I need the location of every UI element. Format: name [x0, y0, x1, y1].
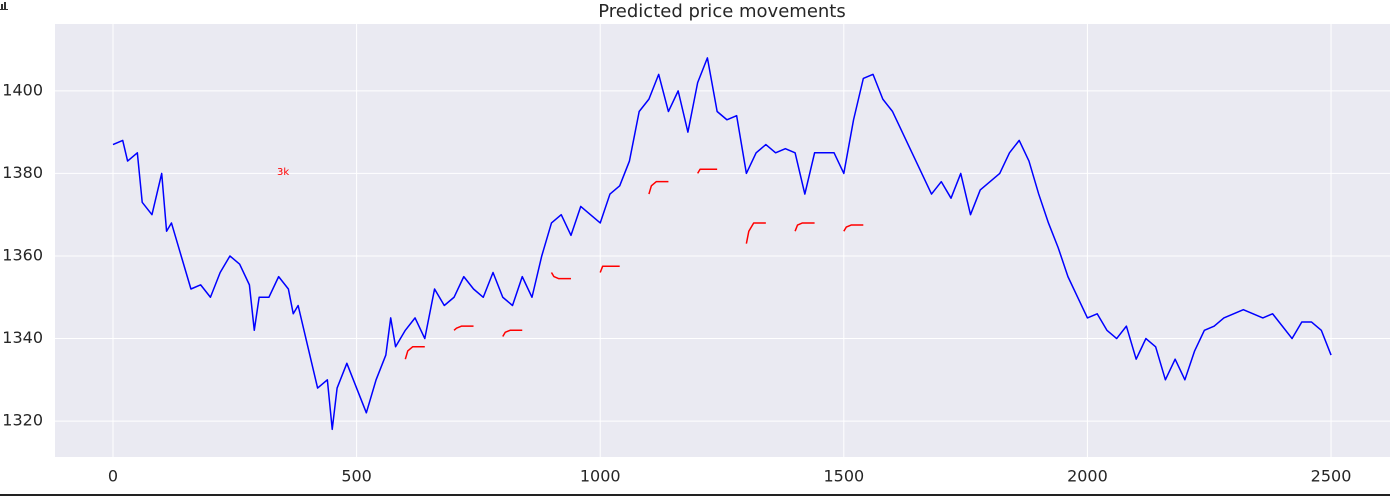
chart-title: Predicted price movements [598, 1, 845, 22]
series-line [697, 168, 718, 174]
series-line [843, 224, 864, 232]
series-line [794, 222, 815, 232]
x-tick-label: 0 [108, 467, 118, 486]
x-tick-label: 500 [341, 467, 372, 486]
y-tick-label: 1340 [2, 328, 43, 347]
plot-area [55, 24, 1390, 457]
series-line [599, 265, 620, 273]
x-tick-label: 2000 [1067, 467, 1108, 486]
series-line [648, 180, 669, 195]
series-line [502, 329, 523, 337]
x-tick-label: 1000 [580, 467, 621, 486]
series-line [453, 325, 474, 331]
series-line [745, 222, 766, 244]
y-tick-label: 1320 [2, 411, 43, 430]
app-icon [0, 2, 8, 10]
x-tick-label: 2500 [1311, 467, 1352, 486]
series-line [550, 272, 571, 280]
y-tick-label: 1380 [2, 163, 43, 182]
y-tick-label: 1360 [2, 245, 43, 264]
y-tick-label: 1400 [2, 80, 43, 99]
series-line [112, 57, 1332, 431]
annotation: 3k [277, 167, 289, 178]
series-line [404, 346, 425, 360]
x-tick-label: 1500 [823, 467, 864, 486]
